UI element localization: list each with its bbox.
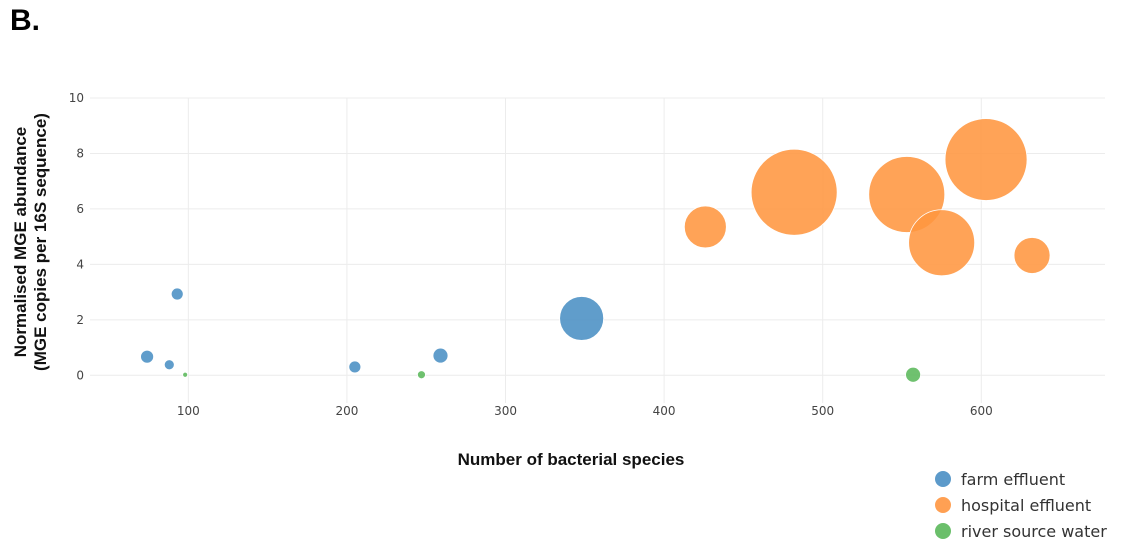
data-point-river-source-water [182,371,189,378]
legend-marker [935,497,951,513]
x-tick-label: 400 [653,404,676,418]
y-tick-label: 0 [76,368,84,382]
data-point-farm-effluent [559,296,605,341]
y-axis-title-line-2: (MGE copies per 16S sequence) [31,113,50,371]
y-tick-label: 2 [76,313,84,327]
x-tick-label: 200 [335,404,358,418]
y-axis-title: Normalised MGE abundance (MGE copies per… [11,113,50,371]
data-point-farm-effluent [348,360,362,374]
x-axis-title: Number of bacterial species [458,450,685,469]
legend-marker [935,523,951,539]
data-point-hospital-effluent [750,148,838,236]
x-tick-label: 300 [494,404,517,418]
data-point-hospital-effluent [908,209,976,277]
y-axis-title-line-1: Normalised MGE abundance [11,127,30,358]
x-tick-label: 100 [177,404,200,418]
legend-label: hospital effluent [961,496,1091,515]
data-point-river-source-water [417,370,426,380]
legend-label: farm effluent [961,470,1065,489]
x-tick-label: 600 [970,404,993,418]
legend-label: river source water [961,522,1107,541]
x-tick-label: 500 [811,404,834,418]
panel-label: B. [10,4,40,37]
data-point-farm-effluent [163,359,175,371]
y-tick-label: 8 [76,146,84,160]
y-tick-label: 6 [76,202,84,216]
y-tick-label: 4 [76,257,84,271]
tick-labels: 0 2 4 6 8 10 100 200 300 400 500 600 [69,91,993,418]
y-tick-label: 10 [69,91,84,105]
data-point-farm-effluent [170,287,184,301]
data-point-river-source-water [905,366,922,383]
legend: farm effluent hospital effluent river sour… [935,470,1107,541]
legend-marker [935,471,951,487]
data-points [140,118,1051,383]
data-point-hospital-effluent [683,205,727,249]
data-point-hospital-effluent [1013,237,1051,274]
data-point-farm-effluent [140,349,154,364]
data-point-hospital-effluent [944,118,1028,201]
data-point-farm-effluent [432,347,449,364]
